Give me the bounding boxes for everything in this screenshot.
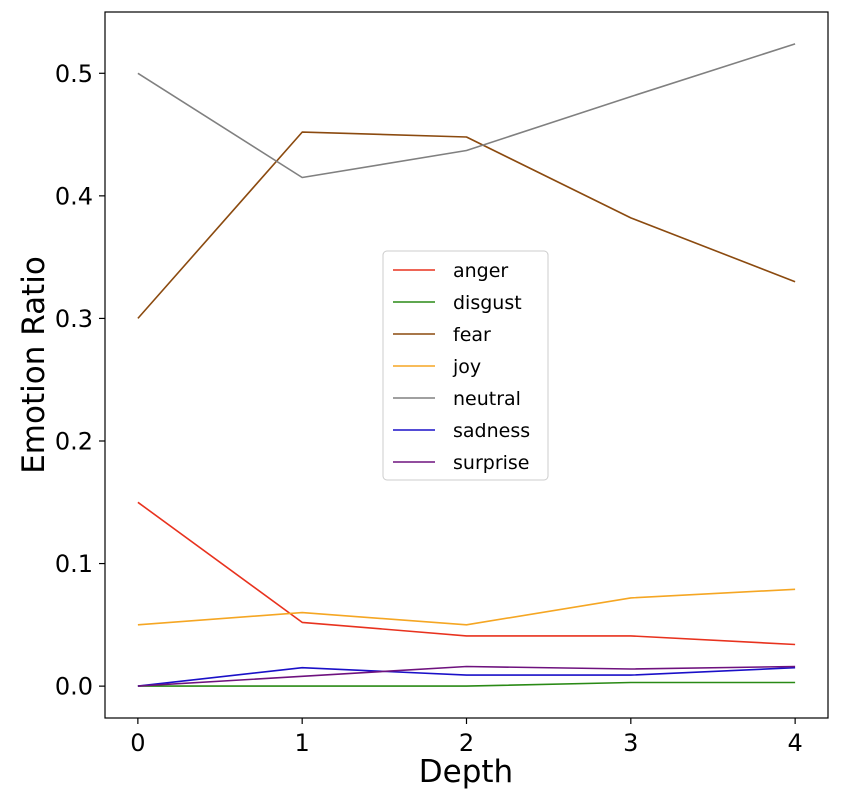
- series-line-anger: [137, 501, 796, 646]
- series-line-sadness: [137, 666, 796, 687]
- legend-box: [382, 250, 549, 481]
- legend-label-sadness: sadness: [453, 420, 530, 442]
- y-tick-label: 0.5: [55, 60, 93, 88]
- x-tick-label: 4: [787, 729, 802, 757]
- series-line-neutral: [137, 43, 796, 179]
- y-axis-ticks: 0.0 0.1 0.2 0.3 0.4 0.5: [55, 60, 105, 701]
- y-tick-label: 0.1: [55, 550, 93, 578]
- series-line-surprise: [137, 665, 796, 687]
- legend: anger disgust fear joy neutral sadness surpris…: [382, 250, 549, 481]
- series-lines: [137, 43, 796, 687]
- y-tick-label: 0.4: [55, 182, 93, 210]
- x-tick-label: 1: [295, 729, 310, 757]
- legend-label-neutral: neutral: [453, 388, 521, 410]
- y-tick-label: 0.2: [55, 427, 93, 455]
- x-tick-label: 2: [459, 729, 474, 757]
- y-tick-label: 0.0: [55, 673, 93, 701]
- legend-label-surprise: surprise: [453, 452, 530, 474]
- legend-label-disgust: disgust: [453, 292, 522, 314]
- x-axis-label: Depth: [419, 754, 513, 790]
- series-line-disgust: [137, 681, 796, 687]
- x-tick-label: 0: [130, 729, 145, 757]
- x-axis-ticks: 0 1 2 3 4: [130, 718, 803, 757]
- series-line-joy: [137, 588, 796, 626]
- legend-label-joy: joy: [452, 356, 481, 378]
- legend-label-fear: fear: [453, 324, 491, 346]
- legend-label-anger: anger: [453, 260, 508, 282]
- series-line-fear: [137, 131, 796, 319]
- y-tick-label: 0.3: [55, 305, 93, 333]
- x-tick-label: 3: [623, 729, 638, 757]
- y-axis-label: Emotion Ratio: [16, 256, 52, 474]
